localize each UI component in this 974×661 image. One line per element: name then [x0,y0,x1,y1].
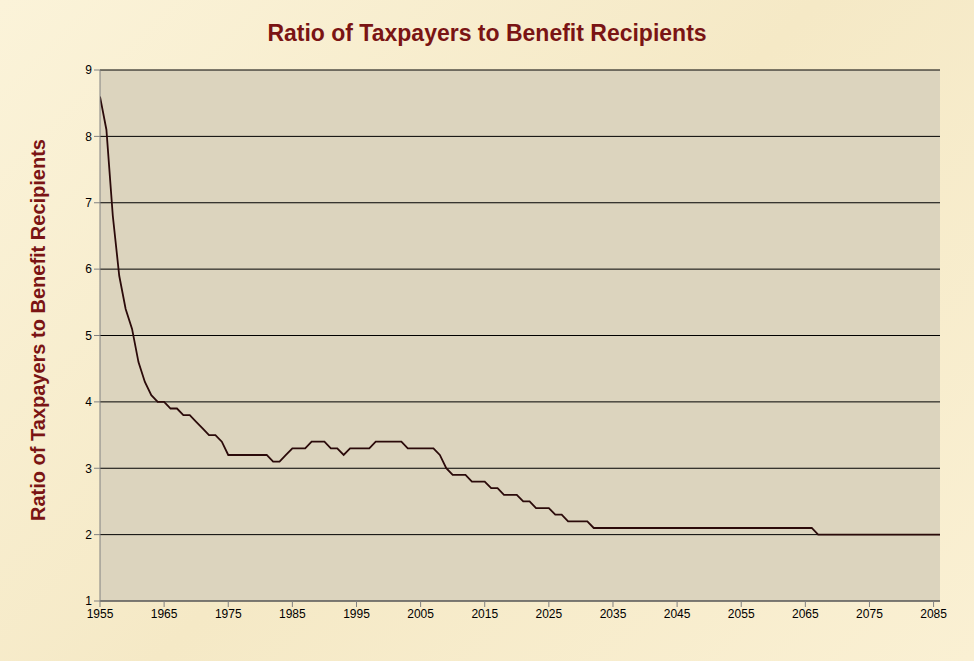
svg-text:2045: 2045 [664,607,691,621]
svg-text:4: 4 [85,395,92,409]
svg-text:8: 8 [85,130,92,144]
svg-text:1955: 1955 [87,607,114,621]
svg-text:2035: 2035 [600,607,627,621]
svg-text:1995: 1995 [343,607,370,621]
svg-text:2025: 2025 [536,607,563,621]
svg-text:2065: 2065 [792,607,819,621]
html-text:Ratio of Taxpayers to Benefit: Ratio of Taxpayers to Benefit Recipients [267,20,707,46]
svg-text:6: 6 [85,262,92,276]
svg-text:3: 3 [85,462,92,476]
svg-text:1975: 1975 [215,607,242,621]
svg-text:2075: 2075 [856,607,883,621]
svg-text:2055: 2055 [728,607,755,621]
svg-text:7: 7 [85,196,92,210]
svg-text:5: 5 [85,329,92,343]
svg-text:1: 1 [85,594,92,608]
svg-text:2: 2 [85,528,92,542]
svg-text:1985: 1985 [279,607,306,621]
svg-text:2085: 2085 [920,607,947,621]
html-text:Ratio of Taxpayers to Benefit: Ratio of Taxpayers to Benefit Recipients [26,139,49,521]
svg-text:2015: 2015 [471,607,498,621]
svg-text:1965: 1965 [151,607,178,621]
svg-text:2005: 2005 [407,607,434,621]
svg-text:9: 9 [85,63,92,77]
